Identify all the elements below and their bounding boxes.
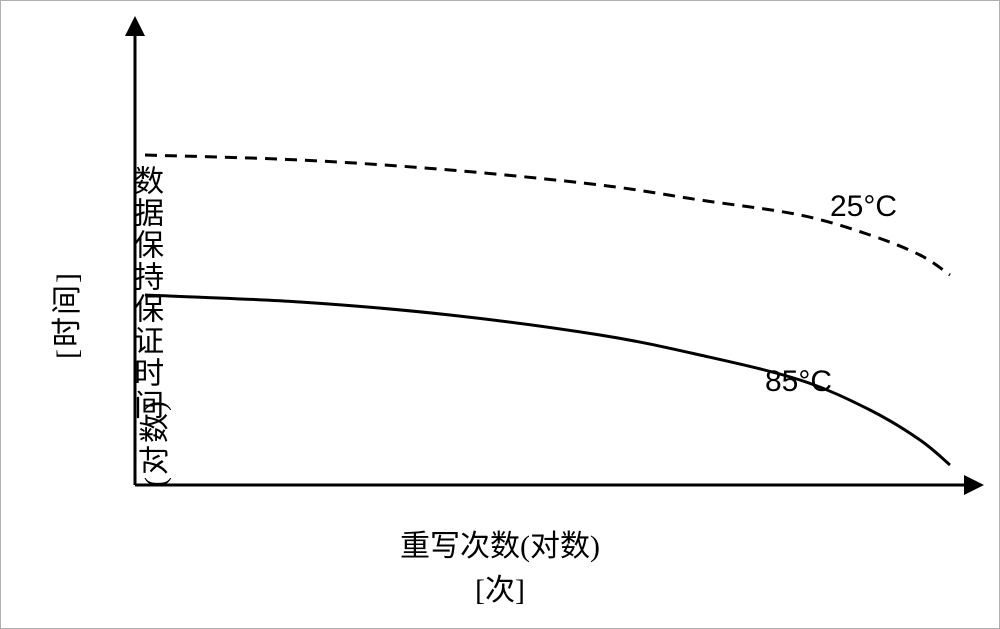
x-axis-label-paren: (对数) — [520, 530, 600, 563]
y-axis-label-unit: [时间] — [42, 271, 86, 359]
x-axis-label-main: 重写次数 — [400, 530, 520, 563]
series-label-85c: 85°C — [765, 365, 832, 399]
chart-container: 数据保持保证时间(对数) [时间] 重写次数(对数) [次] 25°C 85°C — [0, 0, 1000, 629]
series-label-25c: 25°C — [830, 190, 897, 224]
x-axis-label-unit: [次] — [475, 574, 525, 607]
y-axis-label: 数据保持保证时间(对数) [时间] — [20, 165, 196, 465]
y-axis-label-paren: (对数) — [130, 399, 174, 487]
y-axis-label-main: 数据保持保证时间 — [129, 165, 162, 421]
x-axis-label: 重写次数(对数) [次] — [400, 521, 600, 609]
